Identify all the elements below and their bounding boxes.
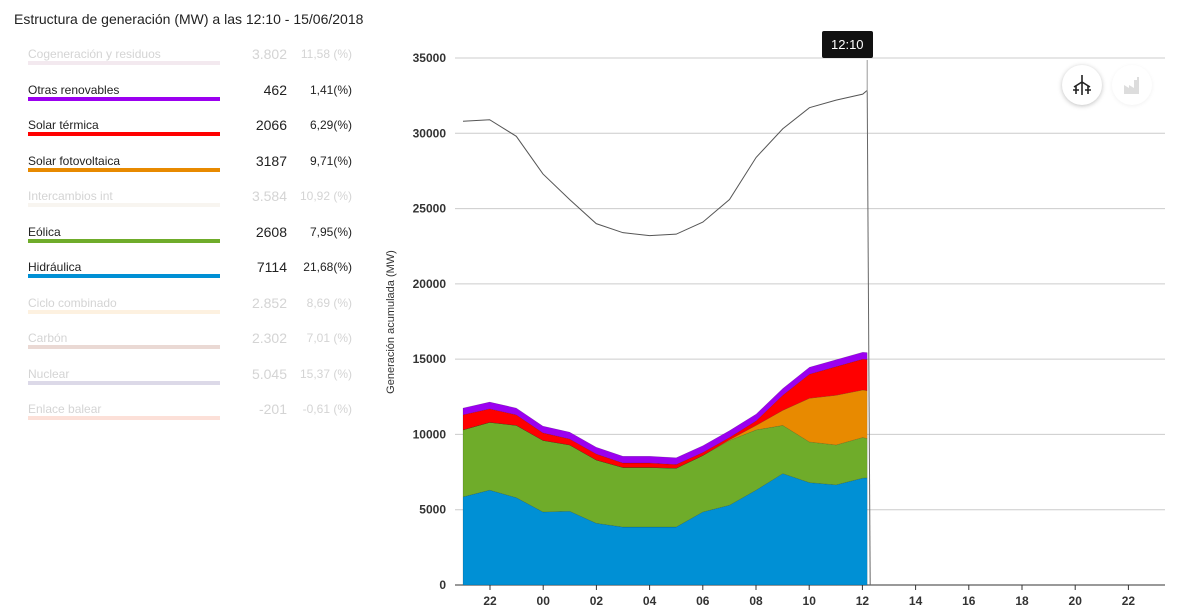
legend-color-bar (28, 203, 220, 207)
legend-color-bar (28, 309, 220, 314)
legend-item[interactable]: Solar térmica 2066 6,29(%) (28, 116, 352, 150)
legend-item[interactable]: Hidráulica 7114 21,68(%) (28, 258, 352, 292)
y-tick-label: 25000 (413, 202, 447, 216)
legend-percent: 21,68(%) (303, 260, 352, 274)
area-hidr-ulica (462, 473, 868, 586)
legend-color-bar (28, 416, 220, 420)
legend-name: Eólica (28, 224, 61, 239)
legend-percent: 7,95(%) (309, 224, 352, 239)
legend-name: Nuclear (28, 366, 70, 381)
x-tick-label: 20 (1069, 594, 1083, 608)
legend-value: 3187 (255, 152, 287, 169)
legend-name: Otras renovables (28, 82, 120, 97)
legend-percent: 7,01 (%) (306, 331, 352, 345)
legend-value: -201 (258, 401, 287, 417)
legend-value: 7114 (256, 259, 287, 275)
legend-color-bar (28, 61, 220, 65)
legend-item[interactable]: Cogeneración y residuos 3.802 11,58 (%) (28, 45, 352, 79)
y-tick-label: 0 (439, 578, 446, 592)
legend-value: 2.302 (251, 330, 287, 346)
legend-percent: 15,37 (%) (299, 366, 352, 381)
legend-name: Enlace balear (28, 402, 102, 416)
legend-name: Solar térmica (28, 118, 99, 132)
legend-name: Cogeneración y residuos (28, 47, 161, 61)
legend-value: 2608 (255, 223, 287, 240)
time-tooltip: 12:10 (822, 31, 873, 58)
legend-item[interactable]: Otras renovables 462 1,41(%) (28, 81, 352, 115)
wind-turbine-icon (1073, 75, 1091, 95)
y-tick-label: 20000 (413, 277, 447, 291)
factory-view-button[interactable] (1112, 65, 1152, 105)
y-tick-label: 5000 (419, 503, 446, 517)
x-tick-label: 02 (590, 594, 604, 608)
x-tick-label: 22 (483, 594, 497, 608)
legend-color-bar (28, 380, 220, 385)
x-tick-label: 12 (856, 594, 870, 608)
x-tick-label: 08 (749, 594, 763, 608)
area-otras-renovables (462, 351, 868, 465)
legend-name: Solar fotovoltaica (28, 153, 121, 168)
x-tick-label: 22 (1122, 594, 1136, 608)
legend-item[interactable]: Solar fotovoltaica 3187 9,71(%) (28, 152, 352, 186)
x-tick-label: 14 (909, 594, 923, 608)
legend-item[interactable]: Ciclo combinado 2.852 8,69 (%) (28, 294, 352, 328)
y-tick-label: 15000 (413, 352, 447, 366)
current-time-line (866, 90, 871, 586)
legend-color-bar (28, 274, 220, 278)
legend-color-bar (28, 345, 220, 349)
legend-name: Intercambios int (28, 189, 113, 203)
legend-item[interactable]: Eólica 2608 7,95(%) (28, 223, 352, 257)
x-tick-label: 10 (803, 594, 817, 608)
y-axis-label: Generación acumulada (MW) (385, 250, 397, 394)
y-tick-label: 30000 (413, 126, 447, 140)
x-tick-label: 06 (696, 594, 710, 608)
legend-item[interactable]: Intercambios int 3.584 10,92 (%) (28, 187, 352, 221)
x-tick-label: 18 (1015, 594, 1029, 608)
x-tick-label: 16 (962, 594, 976, 608)
legend-color-bar (28, 132, 220, 136)
total-line (462, 89, 868, 237)
legend-item[interactable]: Nuclear 5.045 15,37 (%) (28, 365, 352, 399)
legend-percent: 1,41(%) (309, 82, 352, 97)
legend-name: Hidráulica (28, 260, 82, 274)
legend-value: 2066 (255, 117, 287, 133)
legend-value: 3.584 (251, 188, 287, 204)
y-tick-label: 10000 (413, 427, 447, 441)
legend-percent: -0,61 (%) (302, 402, 352, 416)
legend-percent: 11,58 (%) (300, 47, 352, 61)
legend-value: 3.802 (251, 46, 287, 62)
legend-value: 462 (263, 81, 287, 98)
legend-value: 5.045 (251, 365, 287, 382)
legend-item[interactable]: Carbón 2.302 7,01 (%) (28, 329, 352, 363)
wind-view-button[interactable] (1062, 65, 1102, 105)
legend-percent: 6,29(%) (309, 118, 352, 132)
y-tick-label: 35000 (413, 51, 447, 65)
factory-icon (1124, 77, 1139, 94)
x-tick-label: 04 (643, 594, 657, 608)
legend-value: 2.852 (251, 294, 287, 311)
x-tick-label: 00 (537, 594, 551, 608)
legend-percent: 10,92 (%) (299, 189, 352, 203)
legend-color-bar (28, 96, 220, 101)
legend-percent: 8,69 (%) (306, 295, 352, 310)
legend-color-bar (28, 167, 220, 172)
chart-title: Estructura de generación (MW) a las 12:1… (14, 11, 364, 27)
legend-name: Carbón (28, 331, 68, 345)
legend-percent: 9,71(%) (309, 153, 352, 168)
legend-name: Ciclo combinado (28, 295, 117, 310)
legend-item[interactable]: Enlace balear -201 -0,61 (%) (28, 400, 352, 434)
legend-color-bar (28, 238, 220, 243)
